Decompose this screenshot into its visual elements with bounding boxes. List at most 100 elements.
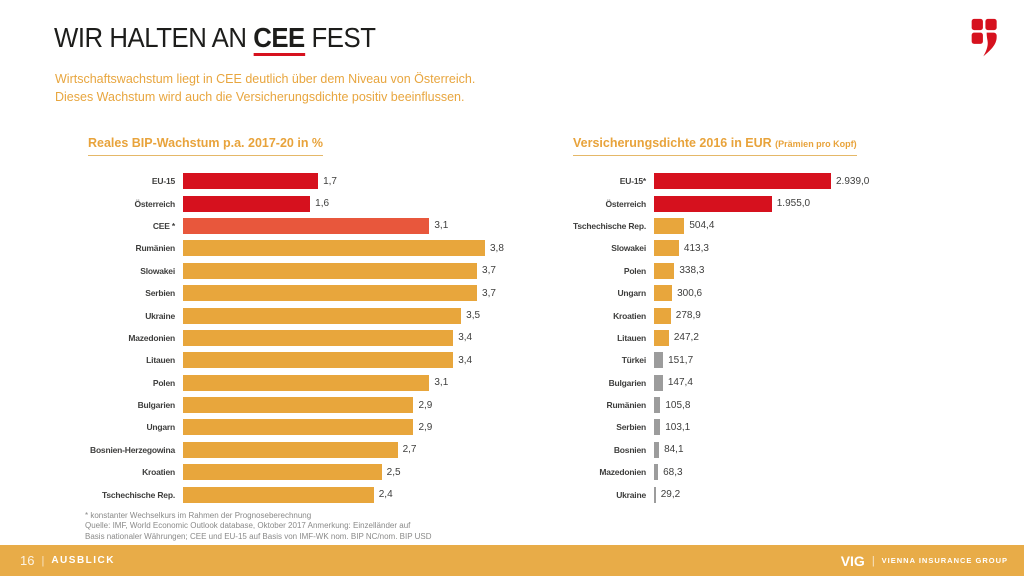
category-label: Kroatien (142, 467, 175, 478)
footer-separator: | (41, 554, 45, 567)
value-label: 1.955,0 (776, 198, 811, 210)
chart-row: Slowakei 3,7 (55, 260, 535, 282)
chart-row: Bulgarien 147,4 (562, 372, 1022, 394)
value-label: 3,5 (466, 310, 481, 322)
footnote: * konstanter Wechselkurs im Rahmen der P… (85, 511, 432, 542)
bar (183, 464, 382, 481)
chart-title-text: Versicherungsdichte 2016 in EUR (573, 136, 776, 150)
category-label: Polen (623, 265, 646, 276)
chart-row: Polen 338,3 (562, 260, 1022, 282)
chart-row: Österreich 1.955,0 (562, 192, 1022, 214)
bar (183, 307, 462, 324)
footer-left: 16 | AUSBLICK (20, 553, 115, 568)
bar (654, 374, 663, 391)
value-label: 3,7 (482, 287, 496, 299)
chart-row: Rumänien 105,8 (562, 394, 1022, 416)
value-label: 105,8 (665, 399, 691, 411)
subtitle: Wirtschaftswachstum liegt in CEE deutlic… (55, 70, 475, 106)
chart-row: EU-15 1,7 (55, 170, 535, 192)
bar (654, 397, 661, 414)
value-label: 338,3 (679, 265, 705, 277)
chart-gdp-growth: EU-15 1,7 Österreich 1,6 CEE * 3,1 Rumänien 3,8… (55, 170, 535, 506)
bar-track: 151,7 (654, 352, 831, 369)
footnote-line-3: Basis nationaler Währungen; CEE und EU-1… (85, 531, 432, 541)
value-label: 1,6 (315, 198, 330, 210)
category-label: Türkei (621, 355, 647, 366)
brand-name: VIENNA INSURANCE GROUP (881, 556, 1008, 565)
bar (183, 374, 430, 391)
bar-track: 3,7 (183, 285, 496, 302)
value-label: 2,9 (418, 399, 433, 411)
bar (654, 195, 772, 212)
bar (654, 419, 661, 436)
category-label: Polen (152, 377, 175, 388)
category-label: Ungarn (146, 422, 175, 433)
value-label: 2,4 (378, 489, 393, 501)
value-label: 3,8 (490, 242, 504, 254)
page-title-highlight: CEE (253, 23, 305, 57)
bar-track: 1,7 (183, 173, 485, 190)
value-label: 3,4 (458, 354, 473, 366)
chart-row: Rumänien 3,8 (55, 237, 535, 259)
subtitle-line-1: Wirtschaftswachstum liegt in CEE deutlic… (55, 72, 476, 86)
category-label: EU-15* (619, 176, 646, 187)
bar-track: 147,4 (654, 374, 831, 391)
bar (654, 307, 671, 324)
category-label: CEE * (152, 220, 175, 231)
category-label: Slowakei (140, 265, 175, 276)
bar-track: 2,5 (183, 464, 485, 481)
category-label: Tschechische Rep. (102, 489, 175, 500)
value-label: 2,7 (402, 444, 417, 456)
value-label: 2.939,0 (836, 175, 870, 187)
bar (654, 329, 669, 346)
value-label: 247,2 (673, 332, 699, 344)
value-label: 2,5 (386, 466, 401, 478)
chart-title-text: Reales BIP-Wachstum p.a. 2017-20 in % (88, 136, 324, 150)
category-label: Ukraine (145, 310, 175, 321)
bar-track: 1,6 (183, 195, 485, 212)
chart-title-gdp-growth: Reales BIP-Wachstum p.a. 2017-20 in % (88, 136, 324, 156)
chart-row: Ukraine 29,2 (562, 483, 1022, 505)
value-label: 413,3 (683, 242, 709, 254)
chart-row: Tschechische Rep. 504,4 (562, 215, 1022, 237)
value-label: 3,1 (434, 377, 449, 389)
value-label: 3,4 (458, 332, 473, 344)
bar-track: 68,3 (654, 464, 831, 481)
value-label: 278,9 (675, 310, 701, 322)
category-label: Bulgarien (137, 400, 176, 411)
footer-bar: 16 | AUSBLICK VIG | VIENNA INSURANCE GRO… (0, 545, 1024, 576)
bar-track: 504,4 (654, 217, 831, 234)
chart-row: Mazedonien 68,3 (562, 461, 1022, 483)
page-number: 16 (20, 553, 35, 568)
chart-row: CEE * 3,1 (55, 215, 535, 237)
bar-track: 413,3 (654, 240, 831, 257)
bar (183, 397, 414, 414)
bar (183, 486, 374, 503)
bar-track: 2.939,0 (654, 173, 869, 190)
category-label: Serbien (616, 422, 646, 433)
value-label: 3,1 (434, 220, 449, 232)
chart-row: Bosnien 84,1 (562, 439, 1022, 461)
footer-separator: | (871, 554, 875, 567)
value-label: 504,4 (689, 220, 715, 232)
category-label: Slowakei (611, 243, 646, 254)
bar-track: 3,5 (183, 307, 485, 324)
chart-row: Österreich 1,6 (55, 192, 535, 214)
category-label: Serbien (145, 288, 175, 299)
chart-row: Slowakei 413,3 (562, 237, 1022, 259)
chart-row: Serbien 3,7 (55, 282, 535, 304)
category-label: Österreich (605, 198, 646, 209)
bar-track: 29,2 (654, 486, 831, 503)
bar (654, 486, 656, 503)
bar (654, 173, 831, 190)
page-title-prefix: WIR HALTEN AN (54, 22, 254, 53)
bar-track: 3,1 (183, 217, 485, 234)
bar-track: 2,9 (183, 419, 485, 436)
section-label: AUSBLICK (51, 555, 115, 566)
vig-shield-logo (971, 18, 997, 57)
bar-track: 3,8 (183, 240, 504, 257)
bar (183, 441, 398, 458)
bar (183, 240, 485, 257)
bar (654, 262, 675, 279)
